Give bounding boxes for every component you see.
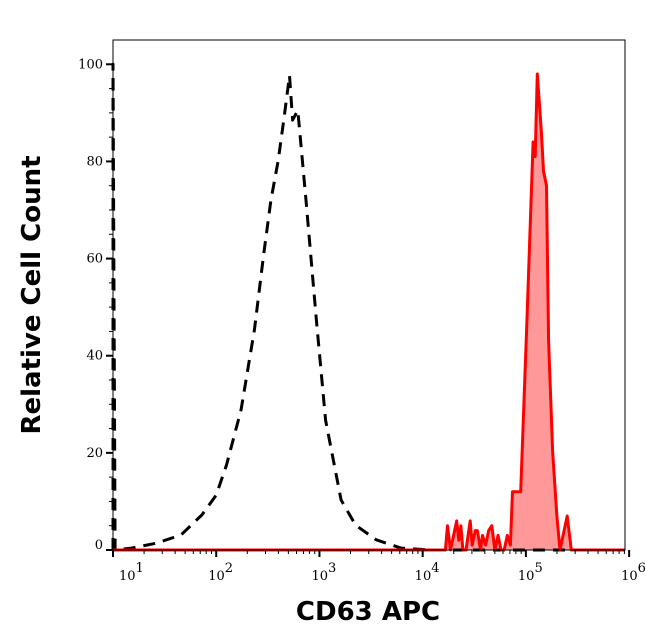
x-tick-exponent: 6 [638,561,646,576]
x-tick-base: 10 [621,569,638,584]
y-tick-label: 80 [86,154,103,169]
series-layer [111,62,625,552]
x-tick-exponent: 4 [431,561,439,576]
x-tick-base: 10 [311,569,328,584]
x-tick-base: 10 [208,569,225,584]
x-tick-label: 105 [518,561,543,584]
x-axis-label: CD63 APC [296,597,440,627]
cd63-histogram-line [113,72,625,552]
x-tick-label: 103 [311,561,336,584]
x-tick-base: 10 [415,569,432,584]
x-tick-label: 104 [415,561,440,584]
x-tick-label: 101 [119,561,144,584]
y-tick-label: 40 [86,349,103,364]
x-tick-label: 106 [621,561,646,584]
x-tick-exponent: 1 [136,561,144,576]
y-tick-label: 0 [95,538,103,553]
x-tick-base: 10 [518,569,535,584]
x-tick-label: 102 [208,561,233,584]
y-axis-label: Relative Cell Count [17,155,47,434]
x-tick-exponent: 3 [328,561,336,576]
x-tick-base: 10 [119,569,136,584]
x-tick-exponent: 2 [225,561,233,576]
y-tick-label: 100 [78,57,103,72]
y-tick-label: 60 [86,252,103,267]
y-tick-label: 20 [86,446,103,461]
x-tick-exponent: 5 [534,561,542,576]
control-histogram-line [111,62,625,552]
